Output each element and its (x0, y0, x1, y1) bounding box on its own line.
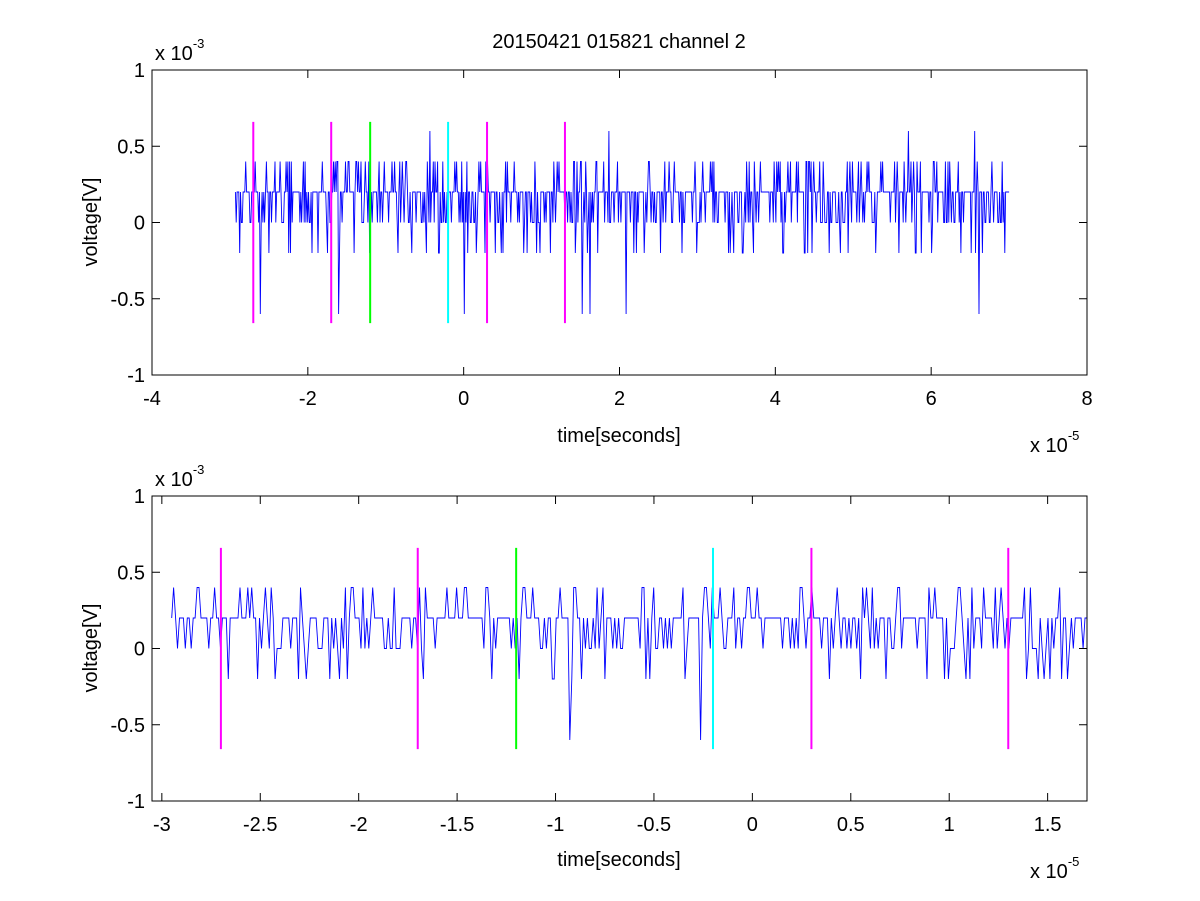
figure-title: 20150421 015821 channel 2 (492, 31, 746, 53)
y-axis-label-bottom: voltage[V] (80, 604, 102, 693)
y-tick-label: 0.5 (117, 562, 145, 584)
y-tick-label: -0.5 (111, 715, 145, 737)
x-axis-label-bottom: time[seconds] (557, 849, 680, 871)
x-tick-label: 4 (770, 388, 781, 410)
y-ticks-bottom: -1 -0.5 0 0.5 1 (111, 486, 1087, 813)
y-exponent-power-top: -3 (193, 36, 205, 51)
x-tick-label: -0.5 (637, 814, 671, 836)
x-ticks-top: -4 -2 0 2 4 6 8 (143, 70, 1093, 410)
y-tick-label: 0 (134, 213, 145, 235)
x-tick-label: 8 (1081, 388, 1092, 410)
x-tick-label: -3 (153, 814, 171, 836)
y-exponent-base-bottom: x 10 (155, 469, 193, 491)
y-tick-label: 1 (134, 486, 145, 508)
x-tick-label: 6 (926, 388, 937, 410)
x-axis-label-top: time[seconds] (557, 425, 680, 447)
y-tick-label: -1 (127, 791, 145, 813)
x-tick-label: 0 (747, 814, 758, 836)
signal-trace (171, 587, 1087, 741)
y-axis-label-top: voltage[V] (80, 178, 102, 267)
x-exponent-power-top: -5 (1068, 428, 1080, 443)
x-tick-label: -4 (143, 388, 161, 410)
x-tick-label: -2 (350, 814, 368, 836)
x-exponent-power-bottom: -5 (1068, 854, 1080, 869)
plot-area-top (234, 121, 1010, 324)
x-tick-label: 1.5 (1034, 814, 1062, 836)
x-tick-label: -2 (299, 388, 317, 410)
y-ticks-top: -1 -0.5 0 0.5 1 (111, 60, 1087, 387)
x-exponent-top: x 10-5 (1030, 428, 1079, 457)
y-tick-label: 0 (134, 639, 145, 661)
x-ticks-bottom: -3 -2.5 -2 -1.5 -1 -0.5 0 0.5 1 1.5 (153, 496, 1062, 836)
plot-area-bottom (171, 547, 1087, 750)
x-exponent-base-top: x 10 (1030, 435, 1068, 457)
y-exponent-bottom: x 10-3 (155, 462, 204, 491)
x-tick-label: 2 (614, 388, 625, 410)
x-tick-label: -1 (547, 814, 565, 836)
x-tick-label: -1.5 (440, 814, 474, 836)
y-exponent-base-top: x 10 (155, 43, 193, 65)
subplot-bottom: -3 -2.5 -2 -1.5 -1 -0.5 0 0.5 1 1.5 -1 -0.5 0 0.5 1 t… (80, 462, 1088, 883)
x-tick-label: 0.5 (837, 814, 865, 836)
y-exponent-top: x 10-3 (155, 36, 204, 65)
y-exponent-power-bottom: -3 (193, 462, 205, 477)
x-tick-label: -2.5 (243, 814, 277, 836)
y-tick-label: 1 (134, 60, 145, 82)
y-tick-label: -1 (127, 365, 145, 387)
y-tick-label: -0.5 (111, 289, 145, 311)
signal-trace (234, 130, 1010, 315)
axes-box-bottom (151, 495, 1088, 802)
x-exponent-base-bottom: x 10 (1030, 861, 1068, 883)
x-exponent-bottom: x 10-5 (1030, 854, 1079, 883)
x-tick-label: 1 (944, 814, 955, 836)
y-tick-label: 0.5 (117, 136, 145, 158)
subplot-top: -4 -2 0 2 4 6 8 -1 -0.5 0 0.5 1 time[seconds] volt… (80, 36, 1093, 457)
x-tick-label: 0 (458, 388, 469, 410)
